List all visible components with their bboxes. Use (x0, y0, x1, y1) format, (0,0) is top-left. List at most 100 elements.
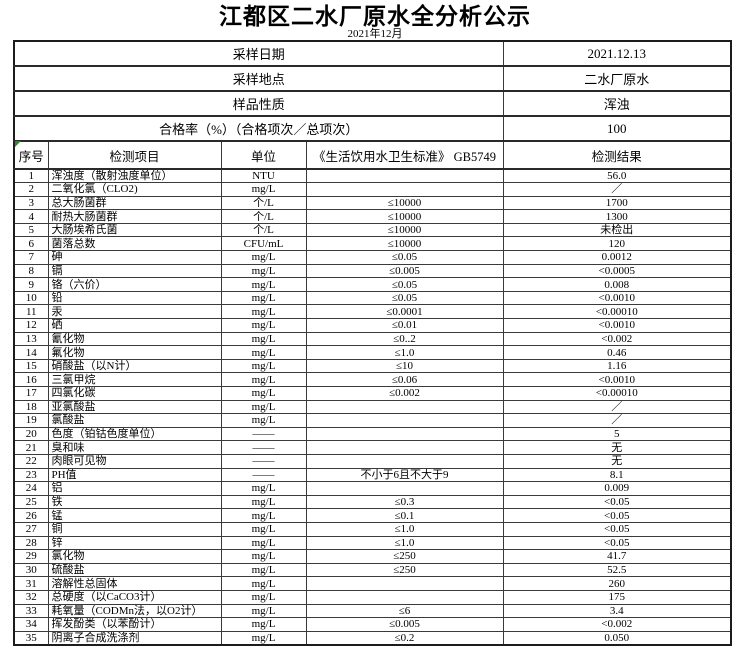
table-row: 28 锌 mg/L ≤1.0 <0.05 (13, 535, 732, 551)
item-name: 镉 (47, 263, 222, 279)
info-value: 2021.12.13 (502, 40, 732, 67)
unit: CFU/mL (220, 236, 307, 252)
unit: mg/L (220, 521, 307, 537)
unit: mg/L (220, 345, 307, 360)
result-value: <0.0010 (502, 290, 732, 306)
item-name: 硝酸盐（以N计） (47, 358, 222, 374)
row-number: 4 (13, 209, 49, 224)
item-name: 砷 (47, 250, 222, 265)
row-number: 29 (13, 549, 49, 564)
unit: mg/L (220, 263, 307, 279)
info-row-sampling-date: 采样日期 2021.12.13 (13, 40, 732, 67)
standard-limit: ≤10000 (305, 236, 504, 252)
info-section: 采样日期 2021.12.13 采样地点 二水厂原水 样品性质 浑浊 合格率（%… (13, 40, 732, 170)
item-name: 浑浊度（散射浊度单位） (47, 168, 222, 184)
item-name: 氰化物 (47, 331, 222, 347)
item-name: 耐热大肠菌群 (47, 209, 222, 224)
result-value: ／ (502, 399, 732, 415)
water-analysis-table: 采样日期 2021.12.13 采样地点 二水厂原水 样品性质 浑浊 合格率（%… (13, 40, 733, 646)
table-row: 33 耗氧量（CODMn法，以O2计） mg/L ≤6 3.4 (13, 603, 732, 619)
row-number: 15 (13, 358, 49, 374)
result-value: 52.5 (502, 562, 732, 578)
table-row: 34 挥发酚类（以苯酚计） mg/L ≤0.005 <0.002 (13, 617, 732, 632)
standard-limit: ≤250 (305, 562, 504, 578)
table-row: 22 肉眼可见物 —— 无 (13, 453, 732, 469)
result-value: 56.0 (502, 168, 732, 184)
standard-limit: ≤0.2 (305, 630, 504, 646)
unit: mg/L (220, 549, 307, 564)
item-name: 溶解性总固体 (47, 576, 222, 591)
result-value: 260 (502, 576, 732, 591)
info-label: 样品性质 (13, 90, 504, 117)
item-name: 锰 (47, 508, 222, 523)
info-label: 采样地点 (13, 65, 504, 92)
standard-limit (305, 399, 504, 415)
standard-limit (305, 440, 504, 455)
standard-limit: ≤10 (305, 358, 504, 374)
standard-limit: ≤1.0 (305, 535, 504, 551)
item-name: 四氯化碳 (47, 386, 222, 401)
unit: mg/L (220, 576, 307, 591)
item-name: 硒 (47, 318, 222, 333)
info-label: 采样日期 (13, 40, 504, 67)
standard-limit: ≤0.1 (305, 508, 504, 523)
row-number: 33 (13, 603, 49, 619)
column-header-result: 检测结果 (502, 140, 732, 170)
unit: mg/L (220, 250, 307, 265)
results-tbody: 1 浑浊度（散射浊度单位） NTU 56.0 2 二氧化氯（CLO2) mg/L ／ 3 总大肠菌… (13, 168, 732, 646)
row-number: 24 (13, 481, 49, 496)
unit: NTU (220, 168, 307, 184)
row-number: 3 (13, 195, 49, 211)
result-value: <0.00010 (502, 304, 732, 320)
row-number: 25 (13, 494, 49, 510)
info-value: 浑浊 (502, 90, 732, 117)
table-row: 3 总大肠菌群 个/L ≤10000 1700 (13, 195, 732, 211)
table-row: 18 亚氯酸盐 mg/L ／ (13, 399, 732, 415)
info-value: 100 (502, 115, 732, 142)
row-number: 19 (13, 413, 49, 428)
table-row: 19 氯酸盐 mg/L ／ (13, 413, 732, 428)
row-number: 7 (13, 250, 49, 265)
standard-limit (305, 589, 504, 605)
result-value: ／ (502, 413, 732, 428)
item-name: 菌落总数 (47, 236, 222, 252)
table-row: 25 铁 mg/L ≤0.3 <0.05 (13, 494, 732, 510)
standard-limit (305, 182, 504, 197)
table-row: 12 硒 mg/L ≤0.01 <0.0010 (13, 318, 732, 333)
row-number: 26 (13, 508, 49, 523)
table-row: 24 铝 mg/L 0.009 (13, 481, 732, 496)
info-row-pass-rate: 合格率（%）（合格项次／总项次） 100 (13, 115, 732, 142)
table-row: 1 浑浊度（散射浊度单位） NTU 56.0 (13, 168, 732, 184)
item-name: 铁 (47, 494, 222, 510)
unit: —— (220, 453, 307, 469)
result-value: 无 (502, 453, 732, 469)
unit: 个/L (220, 195, 307, 211)
result-value: 0.009 (502, 481, 732, 496)
table-row: 9 铬（六价） mg/L ≤0.05 0.008 (13, 277, 732, 292)
page-title: 江都区二水厂原水全分析公示 (219, 4, 531, 29)
item-name: 臭和味 (47, 440, 222, 455)
standard-limit: ≤10000 (305, 195, 504, 211)
item-name: 锌 (47, 535, 222, 551)
unit: mg/L (220, 603, 307, 619)
standard-limit: ≤0.005 (305, 263, 504, 279)
unit: mg/L (220, 372, 307, 387)
standard-limit: ≤0..2 (305, 331, 504, 347)
row-number: 14 (13, 345, 49, 360)
table-row: 17 四氯化碳 mg/L ≤0.002 <0.00010 (13, 386, 732, 401)
standard-limit: ≤0.0001 (305, 304, 504, 320)
table-row: 15 硝酸盐（以N计） mg/L ≤10 1.16 (13, 358, 732, 374)
result-value: 1.16 (502, 358, 732, 374)
standard-limit: ≤0.002 (305, 386, 504, 401)
item-name: 汞 (47, 304, 222, 320)
result-value: 3.4 (502, 603, 732, 619)
standard-limit (305, 413, 504, 428)
table-row: 13 氰化物 mg/L ≤0..2 <0.002 (13, 331, 732, 347)
table-row: 7 砷 mg/L ≤0.05 0.0012 (13, 250, 732, 265)
row-number: 8 (13, 263, 49, 279)
unit: mg/L (220, 386, 307, 401)
row-number: 6 (13, 236, 49, 252)
table-row: 11 汞 mg/L ≤0.0001 <0.00010 (13, 304, 732, 320)
result-value: <0.05 (502, 521, 732, 537)
